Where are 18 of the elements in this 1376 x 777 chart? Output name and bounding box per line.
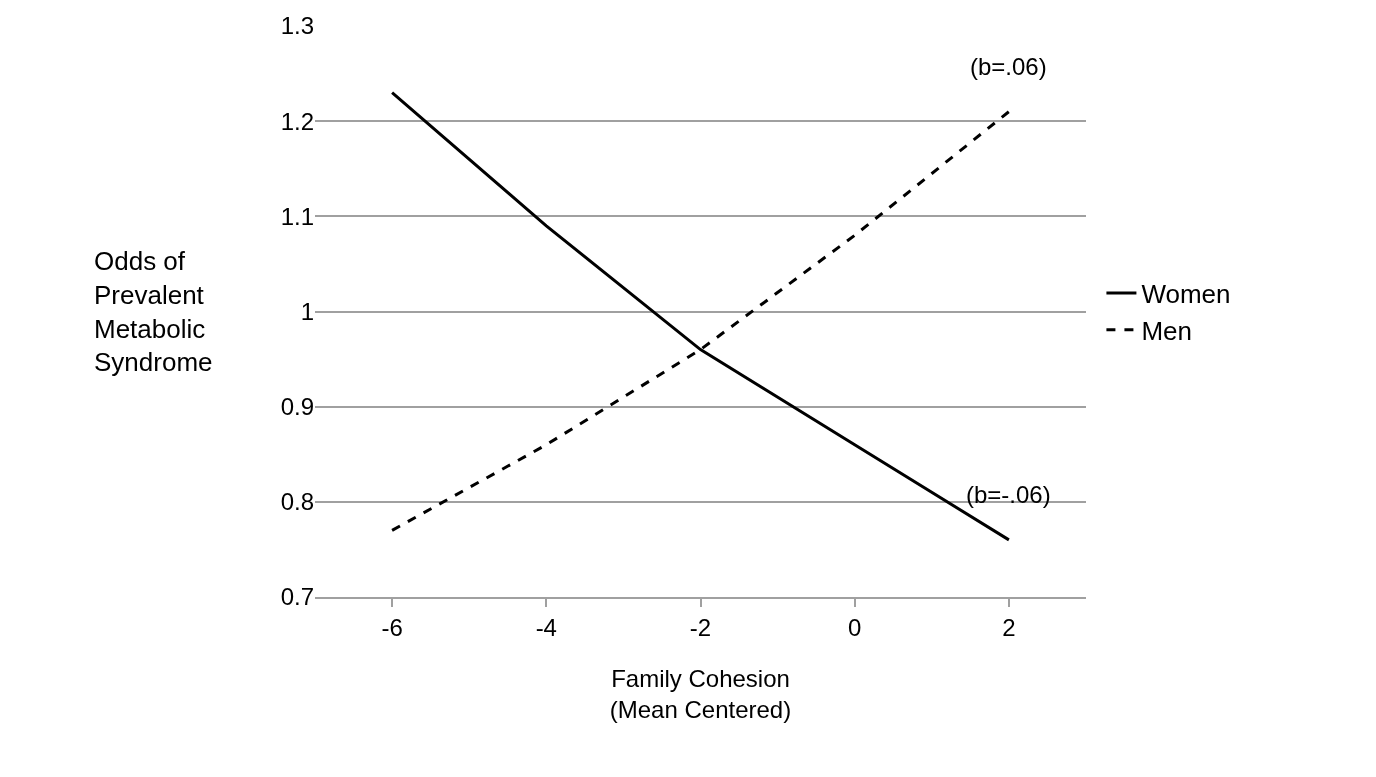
y-tick-label: 0.7: [280, 583, 314, 611]
x-axis-title: Family Cohesion (Mean Centered): [609, 664, 792, 723]
y-tick-label: 0.9: [280, 393, 314, 421]
annotation: (b=-.06): [966, 481, 1051, 508]
x-tick-label: 2: [1002, 613, 1016, 641]
annotation: (b=.06): [970, 53, 1047, 80]
legend-label: Men: [1141, 315, 1192, 346]
y-axis-title: Odds of Prevalent Metabolic Syndrome: [94, 246, 213, 378]
y-tick-label: 1.3: [280, 12, 314, 40]
x-tick-label: -6: [381, 613, 403, 641]
legend-label: Women: [1141, 279, 1231, 310]
x-tick-label: -4: [535, 613, 557, 641]
x-tick-label: 0: [848, 613, 862, 641]
y-tick-label: 1: [300, 297, 314, 325]
y-tick-label: 1.2: [280, 107, 314, 135]
y-tick-label: 0.8: [280, 488, 314, 516]
x-tick-label: -2: [689, 613, 712, 641]
y-tick-label: 1.1: [280, 202, 314, 230]
